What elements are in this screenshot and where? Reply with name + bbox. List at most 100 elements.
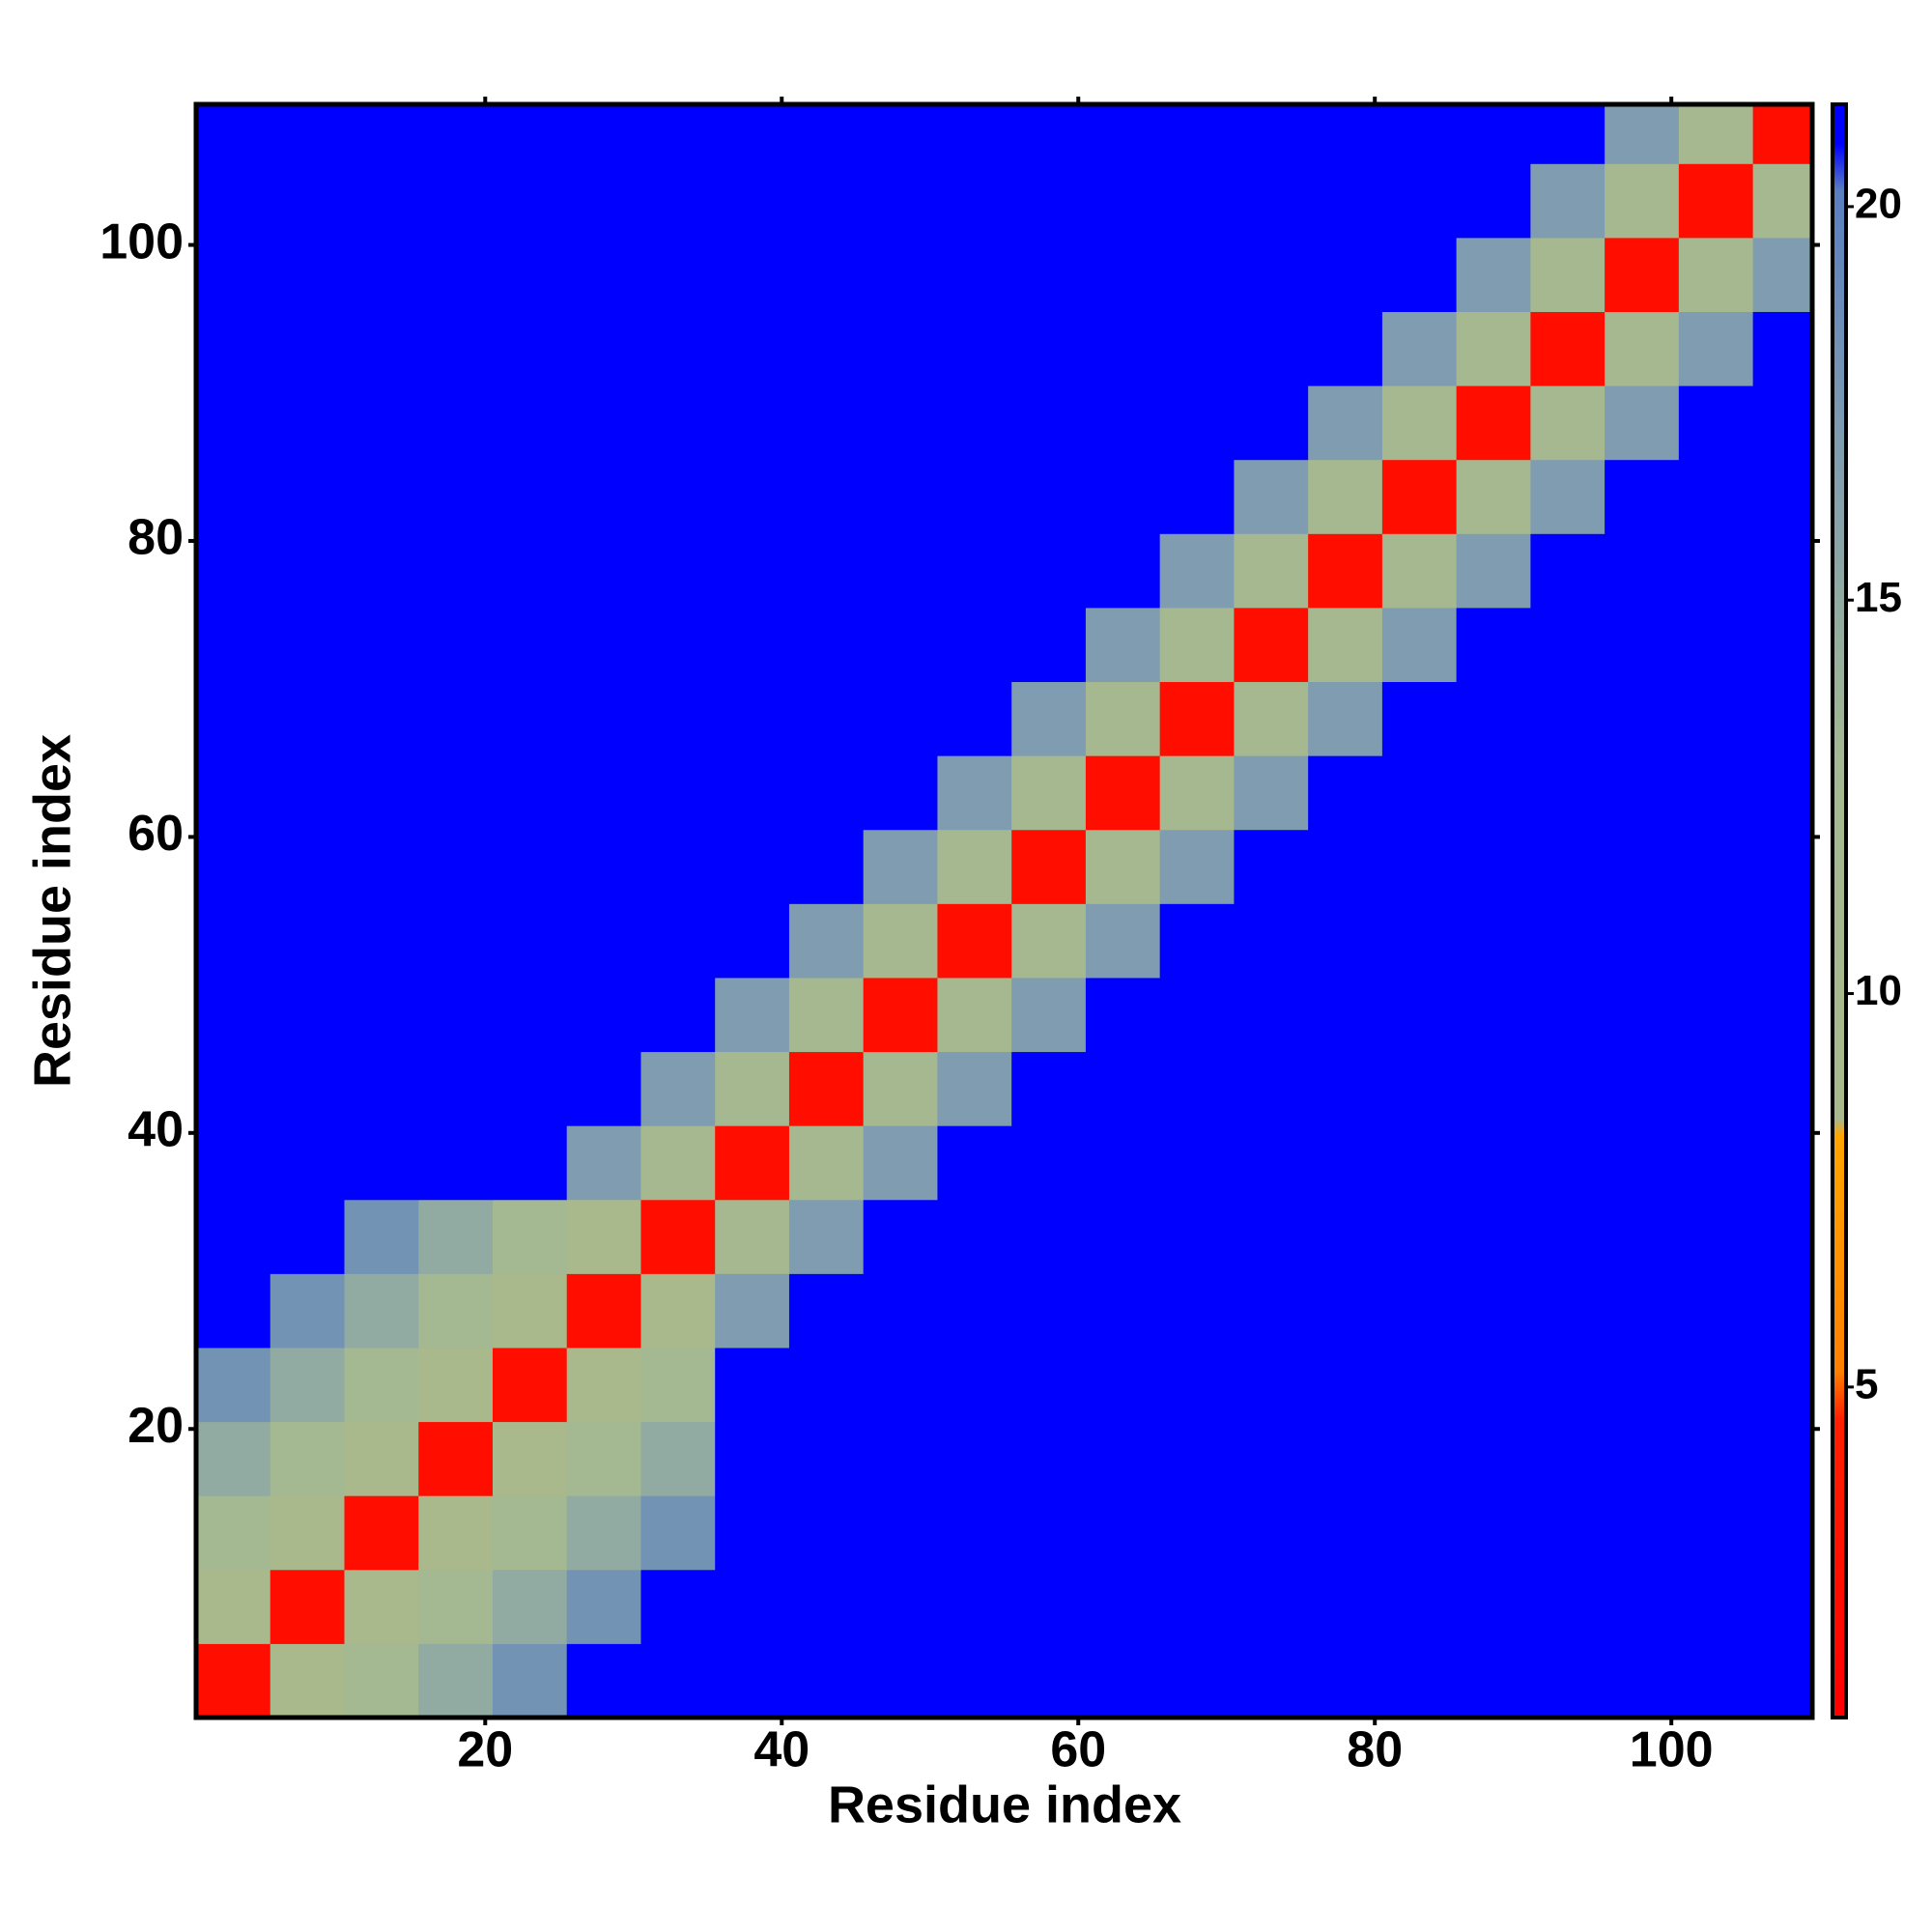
heatmap-cell bbox=[196, 1643, 271, 1719]
heatmap-cell bbox=[1234, 163, 1309, 239]
heatmap-cell bbox=[196, 755, 271, 831]
heatmap-cell bbox=[1308, 385, 1383, 461]
heatmap-cell bbox=[788, 311, 865, 386]
heatmap-cell bbox=[1308, 829, 1383, 904]
heatmap-cell bbox=[418, 1495, 494, 1571]
heatmap-cell bbox=[270, 607, 345, 683]
heatmap-cell bbox=[270, 385, 345, 461]
heatmap-cell bbox=[1234, 1347, 1309, 1423]
heatmap-cell bbox=[1456, 755, 1531, 831]
heatmap-cell bbox=[566, 1643, 641, 1719]
heatmap-cell bbox=[1530, 104, 1605, 164]
heatmap-cell bbox=[1308, 903, 1383, 979]
heatmap-cell bbox=[1752, 237, 1813, 312]
heatmap-cell bbox=[196, 1273, 271, 1349]
heatmap-cell bbox=[1605, 607, 1680, 683]
heatmap-cell bbox=[1381, 385, 1458, 461]
heatmap-cell bbox=[1381, 237, 1458, 312]
heatmap-cell bbox=[492, 977, 568, 1053]
heatmap-cell bbox=[1752, 755, 1813, 831]
heatmap-cell bbox=[566, 1273, 641, 1349]
heatmap-cell bbox=[788, 977, 865, 1053]
heatmap-cell bbox=[1159, 1569, 1235, 1644]
heatmap-cell bbox=[863, 1495, 938, 1571]
heatmap-cell bbox=[1159, 1495, 1235, 1571]
heatmap-cell bbox=[1456, 1569, 1531, 1644]
heatmap-cell bbox=[270, 163, 345, 239]
heatmap-cell bbox=[1085, 1643, 1161, 1719]
heatmap-cell bbox=[1011, 1569, 1087, 1644]
heatmap-cell bbox=[344, 829, 419, 904]
heatmap-cell bbox=[1011, 1643, 1087, 1719]
heatmap-cell bbox=[715, 1421, 790, 1496]
heatmap-cell bbox=[863, 533, 938, 609]
heatmap-cell bbox=[270, 1125, 345, 1201]
heatmap-cell bbox=[1159, 977, 1235, 1053]
heatmap-cell bbox=[640, 1199, 716, 1274]
heatmap-cell bbox=[492, 104, 568, 164]
heatmap-cell bbox=[344, 607, 419, 683]
heatmap-cell bbox=[344, 1643, 419, 1719]
heatmap-cell bbox=[715, 1347, 790, 1423]
heatmap-cell bbox=[270, 755, 345, 831]
heatmap-cell bbox=[1678, 459, 1754, 534]
heatmap-cell bbox=[566, 237, 641, 312]
heatmap-cell bbox=[1678, 903, 1754, 979]
heatmap-cell bbox=[1085, 829, 1161, 904]
heatmap-cell bbox=[1308, 1495, 1383, 1571]
heatmap-cell bbox=[344, 533, 419, 609]
heatmap-cell bbox=[937, 1273, 1012, 1349]
heatmap-cell bbox=[863, 977, 938, 1053]
heatmap-cell bbox=[1234, 1273, 1309, 1349]
heatmap-cell bbox=[492, 829, 568, 904]
heatmap-cell bbox=[788, 1495, 865, 1571]
heatmap-cell bbox=[1308, 1051, 1383, 1126]
heatmap-cell bbox=[863, 1273, 938, 1349]
heatmap-cell bbox=[937, 755, 1012, 831]
heatmap-cell bbox=[1159, 1051, 1235, 1126]
heatmap-cell bbox=[1678, 163, 1754, 239]
heatmap-cell bbox=[1530, 829, 1605, 904]
heatmap-cell bbox=[270, 977, 345, 1053]
heatmap-cell bbox=[196, 681, 271, 756]
heatmap-cell bbox=[1011, 385, 1087, 461]
heatmap-cell bbox=[937, 533, 1012, 609]
heatmap-cell bbox=[715, 903, 790, 979]
heatmap-cell bbox=[344, 977, 419, 1053]
heatmap-cell bbox=[1085, 1347, 1161, 1423]
heatmap-cell bbox=[1234, 237, 1309, 312]
heatmap-cell bbox=[1530, 755, 1605, 831]
heatmap-cell bbox=[1085, 1495, 1161, 1571]
heatmap-cell bbox=[640, 311, 716, 386]
heatmap-cell bbox=[937, 1495, 1012, 1571]
heatmap-cell bbox=[937, 1347, 1012, 1423]
heatmap-cell bbox=[1308, 1643, 1383, 1719]
heatmap-cell bbox=[788, 1569, 865, 1644]
heatmap-cell bbox=[788, 163, 865, 239]
heatmap-cell bbox=[1234, 1125, 1309, 1201]
heatmap-cell bbox=[788, 385, 865, 461]
heatmap-cell bbox=[715, 607, 790, 683]
heatmap-cell bbox=[1308, 1421, 1383, 1496]
heatmap-cell bbox=[566, 311, 641, 386]
heatmap-cell bbox=[1085, 755, 1161, 831]
heatmap-cell bbox=[344, 681, 419, 756]
heatmap-cell bbox=[1678, 1273, 1754, 1349]
x-tick-label: 60 bbox=[1050, 1722, 1106, 1778]
heatmap-cell bbox=[640, 681, 716, 756]
heatmap-cell bbox=[1308, 533, 1383, 609]
heatmap-cell bbox=[1234, 1495, 1309, 1571]
heatmap-cell bbox=[1085, 1199, 1161, 1274]
heatmap-cell bbox=[863, 903, 938, 979]
heatmap-cell bbox=[1530, 681, 1605, 756]
heatmap-cell bbox=[1159, 829, 1235, 904]
heatmap-cell bbox=[566, 1199, 641, 1274]
heatmap-cell bbox=[640, 607, 716, 683]
heatmap-cell bbox=[1234, 829, 1309, 904]
heatmap-cell bbox=[1011, 1495, 1087, 1571]
heatmap-cell bbox=[1308, 459, 1383, 534]
heatmap-cell bbox=[1308, 163, 1383, 239]
heatmap-cell bbox=[1011, 977, 1087, 1053]
heatmap-cell bbox=[196, 1569, 271, 1644]
heatmap-cell bbox=[1381, 977, 1458, 1053]
